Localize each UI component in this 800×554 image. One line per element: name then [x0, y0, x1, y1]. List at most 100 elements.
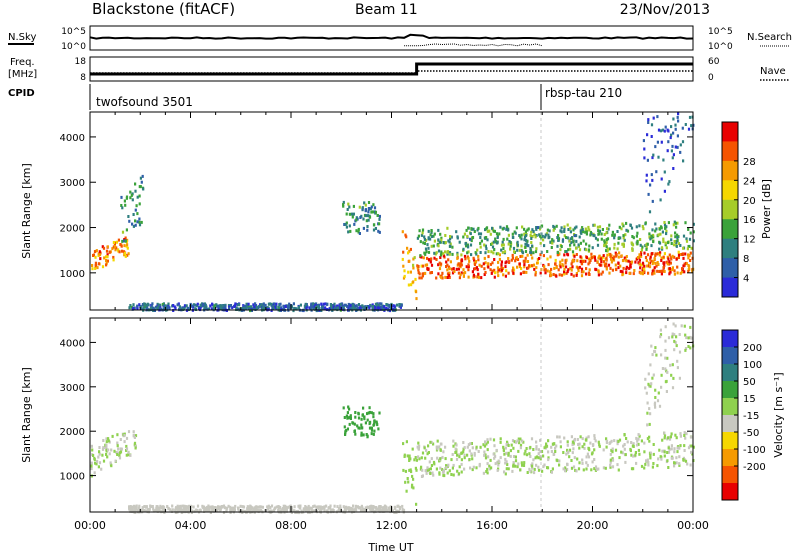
velocity-cell: [98, 452, 101, 456]
velocity-cell: [90, 467, 93, 471]
velocity-cell: [622, 444, 625, 448]
power-cell: [688, 237, 692, 241]
velocity-cell: [361, 506, 364, 510]
power-cell: [680, 253, 683, 256]
power-cell: [228, 307, 231, 311]
power-cell: [364, 209, 367, 213]
power-cell: [508, 240, 511, 243]
power-cell: [417, 234, 420, 238]
power-cell: [121, 230, 125, 234]
velocity-cell: [469, 466, 472, 470]
power-cell: [264, 303, 267, 307]
power-cell: [486, 229, 489, 233]
power-cell: [401, 230, 404, 234]
power-cell: [326, 302, 329, 306]
power-cell: [367, 207, 371, 210]
velocity-cell: [325, 504, 328, 508]
power-cell: [347, 302, 350, 306]
velocity-cell: [680, 324, 683, 328]
velocity-cell: [153, 509, 156, 513]
velocity-cell: [471, 457, 474, 461]
velocity-cell: [565, 452, 568, 456]
power-cell: [451, 271, 455, 275]
velocity-cell: [361, 426, 364, 430]
power-cell: [341, 307, 344, 311]
power-cell: [106, 245, 109, 249]
power-cell: [648, 235, 651, 239]
power-cell: [575, 246, 578, 250]
velocity-cell: [94, 461, 97, 465]
power-cell: [590, 252, 593, 256]
velocity-cell: [327, 506, 331, 510]
velocity-cell: [667, 446, 670, 450]
power-cell: [488, 229, 491, 233]
power-cell: [484, 261, 487, 265]
power-cell: [249, 309, 252, 313]
power-cell: [557, 234, 560, 237]
velocity-cell: [609, 441, 612, 445]
power-cell: [561, 258, 564, 262]
power-cell: [639, 271, 642, 275]
power-cell: [196, 302, 199, 306]
velocity-cell: [616, 463, 619, 467]
power-cell: [445, 260, 448, 264]
velocity-cell: [297, 504, 300, 508]
velocity-cell: [366, 412, 369, 416]
velocity-cell: [663, 454, 666, 458]
power-cell: [529, 234, 532, 237]
velocity-colorbar-tick-6: -50: [743, 428, 759, 439]
power-cell: [406, 246, 409, 250]
velocity-cell: [624, 453, 627, 457]
power-cell: [378, 214, 381, 218]
velocity-cell: [517, 437, 520, 441]
velocity-cell: [442, 450, 445, 454]
velocity-cell: [367, 506, 370, 510]
power-cell: [563, 253, 566, 257]
power-cell: [585, 256, 588, 260]
power-cell: [305, 306, 308, 310]
power-cell: [564, 265, 568, 269]
velocity-cell: [516, 465, 519, 469]
velocity-cell: [675, 344, 678, 348]
velocity-cell: [475, 445, 478, 449]
power-cell: [656, 269, 659, 273]
velocity-cell: [452, 444, 455, 448]
velocity-cell: [347, 405, 350, 409]
power-cell: [525, 238, 528, 242]
power-cell: [687, 269, 690, 273]
power-cell: [446, 226, 449, 230]
velocity-cell: [412, 486, 415, 490]
velocity-cell: [162, 505, 165, 509]
power-cell: [357, 227, 360, 231]
velocity-cell: [673, 348, 676, 352]
velocity-cell: [118, 454, 121, 458]
velocity-cell: [424, 456, 427, 460]
power-cell: [516, 240, 519, 244]
velocity-cell: [646, 423, 649, 427]
power-cell: [587, 248, 591, 252]
velocity-cell: [304, 505, 307, 508]
power-cell: [621, 270, 624, 274]
power-cell: [430, 229, 433, 233]
power-cell: [447, 265, 451, 269]
power-cell: [352, 212, 355, 216]
power-panel-frame: [89, 111, 694, 311]
velocity-cell: [486, 462, 489, 466]
velocity-cell: [344, 431, 347, 435]
power-cell: [679, 143, 682, 147]
power-cell: [414, 277, 417, 281]
velocity-cell: [229, 505, 232, 509]
velocity-cell: [157, 506, 161, 510]
power-cell: [425, 263, 429, 267]
power-cell: [646, 158, 649, 162]
power-cell: [335, 306, 338, 310]
power-cell: [605, 231, 608, 235]
power-cell: [367, 201, 371, 204]
velocity-cell: [393, 505, 396, 509]
power-cell: [449, 235, 452, 238]
power-cell: [470, 253, 473, 257]
power-cell: [641, 261, 645, 265]
power-colorbar-swatch-5: [722, 199, 738, 220]
velocity-cell: [604, 466, 607, 470]
